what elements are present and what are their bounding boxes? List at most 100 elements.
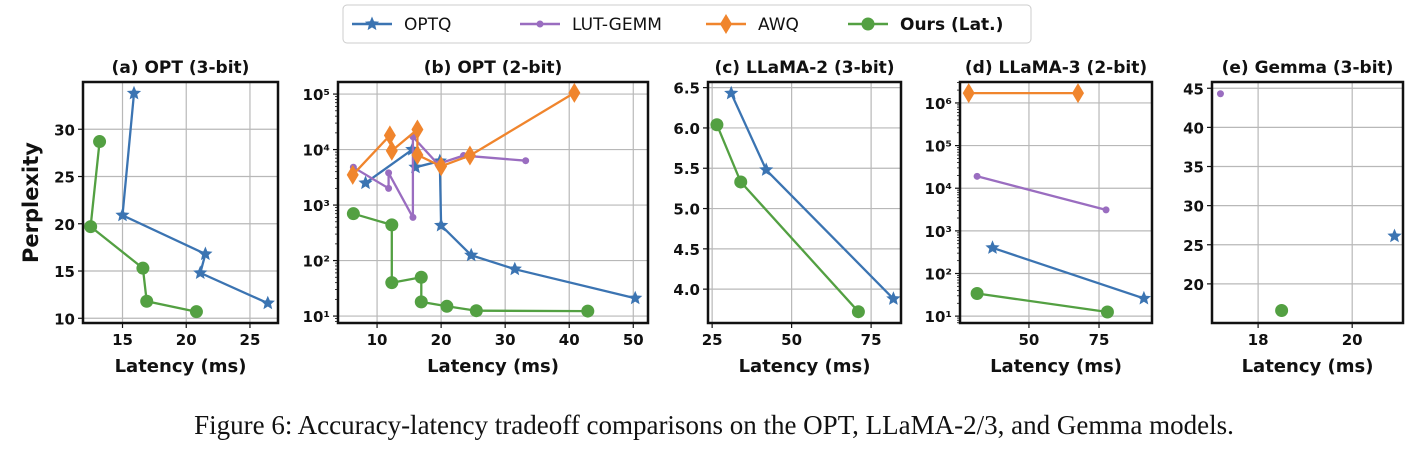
- x-tick-label: 20: [176, 331, 197, 349]
- y-tick-label: 10³: [925, 223, 952, 241]
- x-tick-label: 40: [559, 331, 580, 349]
- data-point-star-marker: [193, 265, 208, 279]
- data-point-star-marker: [628, 290, 643, 305]
- data-point-star-marker: [260, 295, 275, 310]
- y-tick-label: 5.5: [673, 160, 700, 178]
- series-optq: [1387, 228, 1402, 243]
- figure-caption: Figure 6: Accuracy-latency tradeoff comp…: [194, 410, 1234, 440]
- legend-item: AWQ: [706, 14, 799, 35]
- axes-frame: [706, 80, 903, 325]
- subplot-title: (b) OPT (2-bit): [424, 58, 563, 78]
- data-point-star-marker: [1387, 228, 1402, 243]
- y-tick-label: 25: [54, 169, 75, 187]
- legend-item: LUT-GEMM: [520, 15, 662, 35]
- series-line: [730, 92, 895, 300]
- data-point-diamond-marker: [411, 144, 424, 165]
- data-point-star-marker: [1136, 290, 1151, 305]
- data-point-star-marker: [759, 162, 774, 176]
- x-tick-label: 20: [431, 331, 452, 349]
- y-tick-label: 6.5: [673, 80, 700, 98]
- y-tick-label: 30: [1183, 198, 1204, 216]
- data-point-star-marker: [464, 247, 479, 262]
- y-tick-label: 20: [1183, 276, 1204, 294]
- figure: OPTQ LUT-GEMM AWQ Ours (Lat.) 15 20 25 10 15 20 2…: [19, 4, 1405, 377]
- data-point-circle-marker: [140, 294, 154, 308]
- axes-frame: [958, 80, 1154, 325]
- subplot-title: (a) OPT (3-bit): [112, 58, 250, 78]
- y-tick-label: 10²: [303, 253, 330, 271]
- data-point-star-marker: [198, 246, 213, 261]
- data-point-diamond-marker: [411, 119, 424, 140]
- data-point-circle-marker: [1275, 303, 1289, 317]
- subplot-c: 25 50 75 4.0 4.5 5.0 5.5 6.0 6.5 (c) LLaMA-2 (3-b…: [673, 58, 903, 377]
- y-tick-label: 10⁴: [925, 180, 952, 198]
- axes-frame: [81, 80, 280, 325]
- data-point-dot-marker: [409, 213, 417, 221]
- legend-dot-marker: [536, 20, 544, 28]
- data-point-star-marker: [507, 261, 522, 276]
- y-tick-label: 10: [54, 310, 75, 328]
- data-point-circle-marker: [136, 261, 150, 275]
- axes-frame: [336, 80, 650, 325]
- legend-label: LUT-GEMM: [572, 15, 662, 35]
- data-point-diamond-marker: [962, 83, 975, 104]
- x-tick-label: 75: [861, 331, 882, 349]
- x-tick-label: 50: [623, 331, 644, 349]
- legend-label: Ours (Lat.): [900, 15, 1003, 35]
- legend-item: OPTQ: [352, 15, 451, 35]
- data-point-star-marker: [358, 175, 373, 190]
- series-optq: [985, 240, 1151, 305]
- data-point-circle-marker: [710, 118, 724, 132]
- legend-circle-marker: [861, 17, 875, 31]
- series-ours-lat-: [970, 286, 1114, 319]
- y-tick-label: 10⁵: [303, 86, 330, 104]
- data-point-circle-marker: [851, 305, 865, 319]
- data-point-circle-marker: [84, 220, 98, 234]
- series-optq: [115, 85, 275, 310]
- series-ours-lat-: [346, 207, 595, 318]
- data-point-dot-marker: [522, 157, 530, 165]
- series-line: [364, 147, 636, 300]
- data-point-star-marker: [115, 207, 130, 222]
- data-point-dot-marker: [385, 169, 393, 177]
- series-line: [89, 141, 197, 313]
- y-tick-label: 10¹: [303, 308, 330, 326]
- series-ours-lat-: [710, 118, 865, 319]
- subplot-d: 50 75 10¹ 10² 10³ 10⁴ 10⁵ 10⁶ (d) LLaMA-3 (2-bit…: [925, 58, 1154, 377]
- y-tick-label: 15: [54, 263, 75, 281]
- y-tick-label: 6.0: [673, 120, 700, 138]
- subplot-title: (e) Gemma (3-bit): [1222, 58, 1394, 78]
- data-point-circle-marker: [189, 305, 203, 319]
- subplot-title: (c) LLaMA-2 (3-bit): [714, 58, 894, 78]
- x-tick-label: 50: [1019, 331, 1040, 349]
- axes-frame: [1210, 80, 1405, 325]
- data-point-circle-marker: [1100, 305, 1114, 319]
- data-point-circle-marker: [734, 175, 748, 189]
- x-axis-label: Latency (ms): [115, 356, 247, 377]
- data-point-circle-marker: [385, 218, 399, 232]
- y-tick-label: 20: [54, 216, 75, 234]
- x-axis-label: Latency (ms): [739, 356, 871, 377]
- data-point-diamond-marker: [568, 82, 581, 103]
- series-ours-lat-: [1275, 303, 1289, 317]
- y-tick-label: 25: [1183, 237, 1204, 255]
- series-line: [976, 292, 1108, 314]
- x-tick-label: 25: [240, 331, 261, 349]
- y-tick-label: 4.5: [673, 241, 700, 259]
- data-point-circle-marker: [385, 276, 399, 290]
- x-tick-label: 25: [702, 331, 723, 349]
- legend-item: Ours (Lat.): [848, 15, 1003, 35]
- data-point-dot-marker: [1102, 206, 1110, 214]
- subplot-e: 18 20 20 25 30 35 40 45 (e) Gemma (3-bit) Latency…: [1183, 58, 1405, 377]
- x-tick-label: 20: [1342, 331, 1363, 349]
- legend-box: [342, 4, 1032, 44]
- y-tick-label: 40: [1183, 119, 1204, 137]
- series-line: [715, 124, 860, 313]
- data-point-diamond-marker: [346, 164, 359, 185]
- legend-label: OPTQ: [404, 15, 451, 35]
- data-point-star-marker: [886, 291, 901, 305]
- y-tick-label: 30: [54, 121, 75, 139]
- legend: OPTQ LUT-GEMM AWQ Ours (Lat.): [342, 4, 1032, 44]
- x-tick-label: 75: [1089, 331, 1110, 349]
- data-point-circle-marker: [970, 286, 984, 300]
